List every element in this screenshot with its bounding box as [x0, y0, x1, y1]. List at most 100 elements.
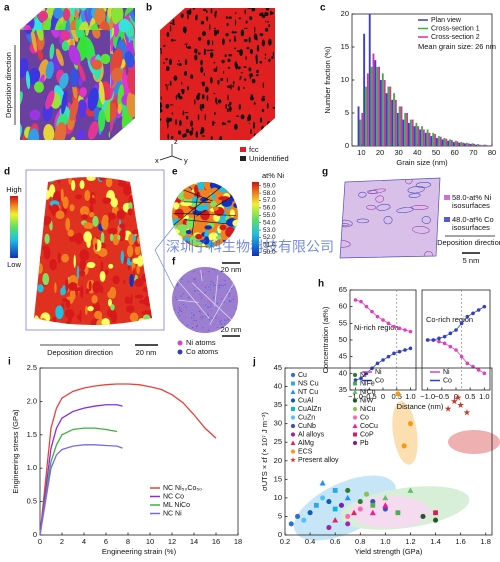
blob [48, 177, 55, 183]
atom [195, 319, 197, 322]
blob [216, 235, 221, 241]
grain [148, 21, 159, 39]
isosurface [451, 93, 460, 101]
y-tick-label: 0.5 [27, 497, 37, 506]
marker [433, 510, 438, 516]
legend-swatch [240, 156, 246, 161]
atom [193, 314, 195, 316]
grain [65, 156, 82, 181]
x-tick-label: 14 [190, 537, 198, 546]
speck [232, 84, 234, 88]
grain [27, 8, 38, 14]
speck [180, 13, 184, 19]
marker [359, 376, 363, 381]
atom [235, 308, 238, 310]
atom [187, 267, 190, 268]
bar [430, 136, 433, 146]
blob [37, 263, 43, 274]
speck [205, 10, 208, 13]
atom [193, 319, 195, 322]
isosurface [474, 58, 494, 68]
legend-label: Co [375, 377, 384, 384]
colorbar-tick-label: 52.0 [263, 234, 276, 241]
isosurface [268, 371, 283, 381]
atom [192, 278, 194, 280]
atom [227, 277, 229, 279]
marker [395, 391, 401, 397]
blob [141, 273, 149, 282]
x-tick-label: −0.5 [362, 392, 377, 401]
atom [193, 286, 195, 288]
atom [180, 281, 182, 283]
atom [170, 289, 171, 290]
grain [110, 48, 123, 74]
speck [234, 35, 236, 43]
speck [236, 50, 241, 53]
atom [205, 286, 207, 288]
x-tick-label: 1.0 [380, 537, 390, 546]
atom [218, 284, 220, 286]
bar [376, 66, 379, 146]
panel-label: i [8, 357, 11, 368]
isosurface [376, 203, 391, 211]
atom [224, 319, 226, 321]
speck [187, 12, 189, 20]
isosurface [483, 99, 500, 108]
speck [165, 103, 170, 109]
marker [465, 314, 470, 319]
grain [126, 92, 135, 118]
grain [127, 0, 135, 5]
atom [190, 334, 191, 335]
atom [199, 314, 202, 317]
grain [20, 8, 29, 15]
x-tick-label: 18 [234, 537, 242, 546]
marker [407, 487, 414, 493]
panel-label: h [318, 279, 324, 290]
speck [234, 19, 237, 26]
grain [125, 0, 132, 7]
isosurface [362, 265, 381, 275]
speck [175, 118, 177, 126]
legend-swatch [444, 195, 450, 200]
colorbar-label: High [6, 185, 21, 194]
speck [204, 113, 206, 121]
blob [140, 234, 143, 239]
atom [183, 318, 185, 320]
grain [59, 72, 69, 89]
speck [213, 93, 216, 95]
bar [436, 138, 438, 146]
blob [91, 295, 98, 304]
watermark: 深圳子科生物科技有限公司 [166, 239, 334, 255]
atom [174, 308, 176, 310]
blob [34, 177, 41, 181]
atom [199, 275, 202, 277]
atom [182, 312, 184, 314]
speck [169, 104, 174, 106]
marker [459, 354, 464, 359]
atom [208, 271, 210, 273]
atom [191, 317, 193, 319]
speck [206, 49, 211, 52]
atom [172, 330, 174, 332]
colorbar-tick-label: 54.0 [263, 219, 276, 226]
atom [180, 329, 183, 331]
isosurface [458, 75, 467, 83]
isosurface [383, 216, 393, 225]
atom [172, 321, 173, 323]
atom [224, 279, 226, 281]
grain [73, 158, 85, 171]
speck [184, 70, 188, 76]
annotation: Mean grain size: 26 nm [418, 42, 496, 51]
grain [136, 33, 148, 54]
x-tick-label: 60 [450, 148, 458, 157]
blob [110, 310, 118, 323]
atom [172, 323, 173, 325]
atom [221, 278, 224, 281]
grain [67, 139, 78, 163]
atom [195, 281, 197, 283]
atom [198, 310, 200, 313]
blob [146, 179, 152, 191]
speck [232, 81, 235, 85]
x-tick-label: 8 [126, 537, 130, 546]
panel-label: a [4, 3, 10, 14]
